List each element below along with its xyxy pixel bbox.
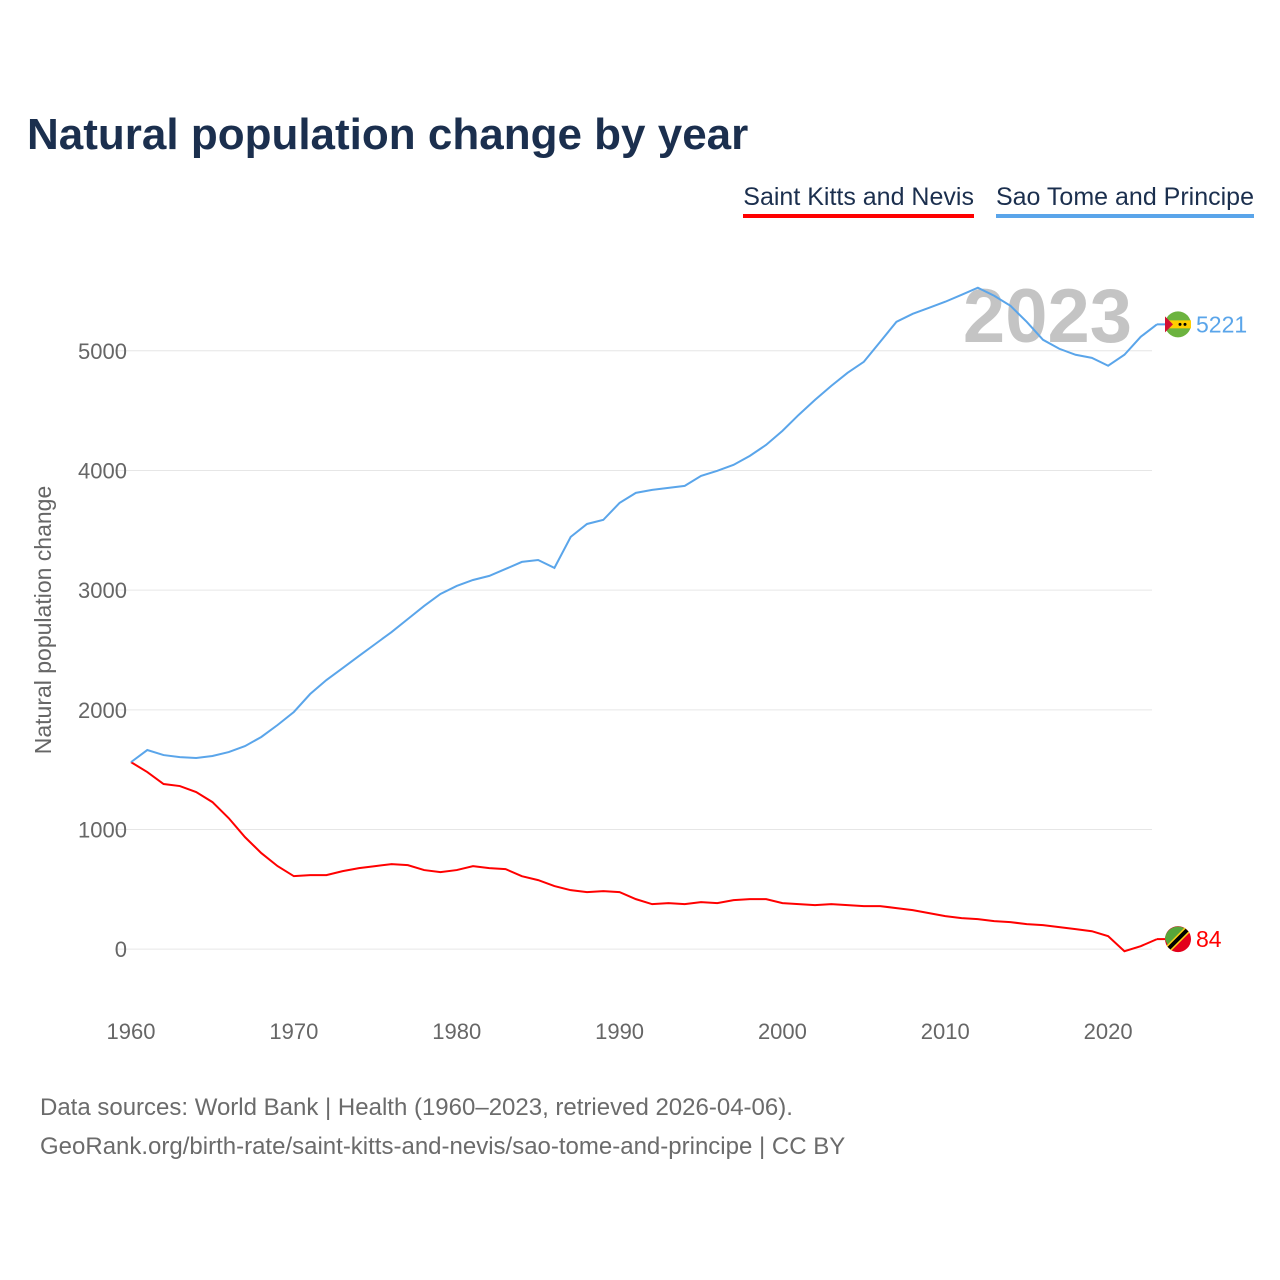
- sao-tome-flag-icon: [1165, 311, 1191, 338]
- y-tick-label: 2000: [78, 698, 127, 723]
- y-tick-label: 0: [115, 937, 127, 962]
- source-note: Data sources: World Bank | Health (1960–…: [40, 1088, 845, 1166]
- y-tick-label: 1000: [78, 817, 127, 842]
- legend-item-saint-kitts[interactable]: Saint Kitts and Nevis: [743, 183, 974, 218]
- series-line-1: [130, 286, 1158, 763]
- end-value-label: 5221: [1196, 311, 1247, 337]
- chart-title: Natural population change by year: [27, 110, 749, 159]
- series-line-0: [130, 761, 1158, 953]
- legend-item-sao-tome[interactable]: Sao Tome and Principe: [995, 183, 1254, 218]
- x-tick-label: 2010: [921, 1019, 970, 1044]
- x-tick-label: 1970: [269, 1019, 318, 1044]
- x-tick-label: 2000: [758, 1019, 807, 1044]
- source-line-2[interactable]: GeoRank.org/birth-rate/saint-kitts-and-n…: [40, 1133, 846, 1160]
- x-tick-label: 1960: [107, 1019, 156, 1044]
- y-tick-label: 5000: [78, 339, 127, 364]
- y-tick-label: 3000: [78, 578, 127, 603]
- end-value-label: 84: [1196, 926, 1222, 952]
- source-line-1: Data sources: World Bank | Health (1960–…: [40, 1094, 793, 1121]
- saint-kitts-flag-icon: [1165, 926, 1191, 953]
- legend: Saint Kitts and Nevis Sao Tome and Princ…: [743, 183, 1254, 218]
- y-tick-label: 4000: [78, 458, 127, 483]
- x-tick-label: 2020: [1084, 1019, 1133, 1044]
- year-watermark: 2023: [963, 274, 1132, 359]
- y-axis-label: Natural population change: [30, 486, 56, 755]
- x-tick-label: 1990: [595, 1019, 644, 1044]
- x-tick-label: 1980: [432, 1019, 481, 1044]
